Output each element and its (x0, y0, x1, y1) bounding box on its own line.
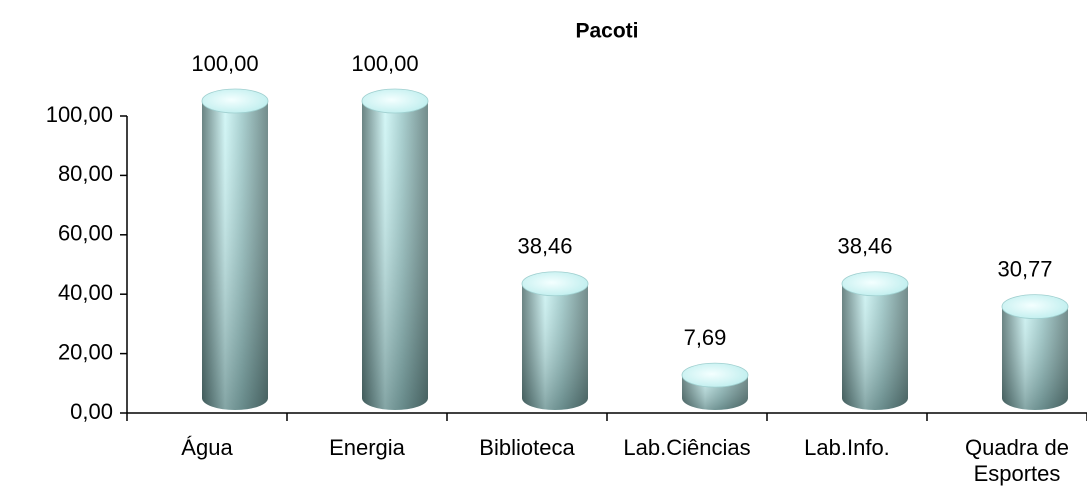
cylinder-shade (362, 89, 428, 410)
x-tick-label: Energia (329, 435, 405, 460)
value-label: 38,46 (517, 234, 572, 259)
x-tick-label: Lab.Ciências (623, 435, 751, 460)
y-tick-label: 40,00 (58, 280, 113, 305)
value-label: 38,46 (837, 234, 892, 259)
cylinder-top (201, 88, 269, 114)
y-tick-label: 20,00 (58, 339, 113, 364)
value-label: 30,77 (997, 256, 1052, 281)
x-tick-label: Quadra de Esportes (965, 435, 1069, 486)
cylinder-shade (202, 89, 268, 410)
x-tick-label: Biblioteca (479, 435, 575, 460)
cylinder-shade (842, 271, 908, 410)
value-label: 100,00 (191, 51, 258, 76)
x-tick-label: Lab.Info. (804, 435, 890, 460)
y-tick-label: 100,00 (46, 102, 113, 127)
y-tick-label: 60,00 (58, 221, 113, 246)
y-tick-label: 0,00 (70, 399, 113, 424)
value-label: 100,00 (351, 51, 418, 76)
cylinder-top (1001, 294, 1069, 320)
y-tick-label: 80,00 (58, 161, 113, 186)
cylinder-top (521, 271, 589, 297)
cylinder-top (361, 88, 429, 114)
cylinder-shade (1002, 294, 1068, 410)
cylinder-shade (522, 271, 588, 410)
x-tick-label: Água (181, 435, 233, 460)
cylinder-top (841, 271, 909, 297)
cylinder-top (681, 362, 749, 388)
chart-title: Pacoti (575, 20, 638, 43)
value-label: 7,69 (684, 325, 727, 350)
